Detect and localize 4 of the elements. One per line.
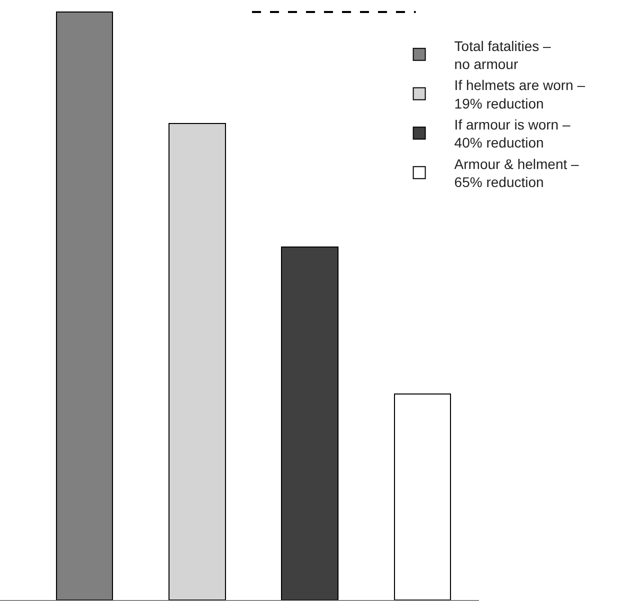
legend-label: Armour & helment – 65% reduction	[454, 156, 580, 190]
legend-label: If helmets are worn – 19% reduction	[454, 77, 586, 112]
legend-label: Total fatalities – no armour	[454, 38, 552, 72]
legend-label: If armour is worn – 40% reduction	[454, 116, 570, 151]
